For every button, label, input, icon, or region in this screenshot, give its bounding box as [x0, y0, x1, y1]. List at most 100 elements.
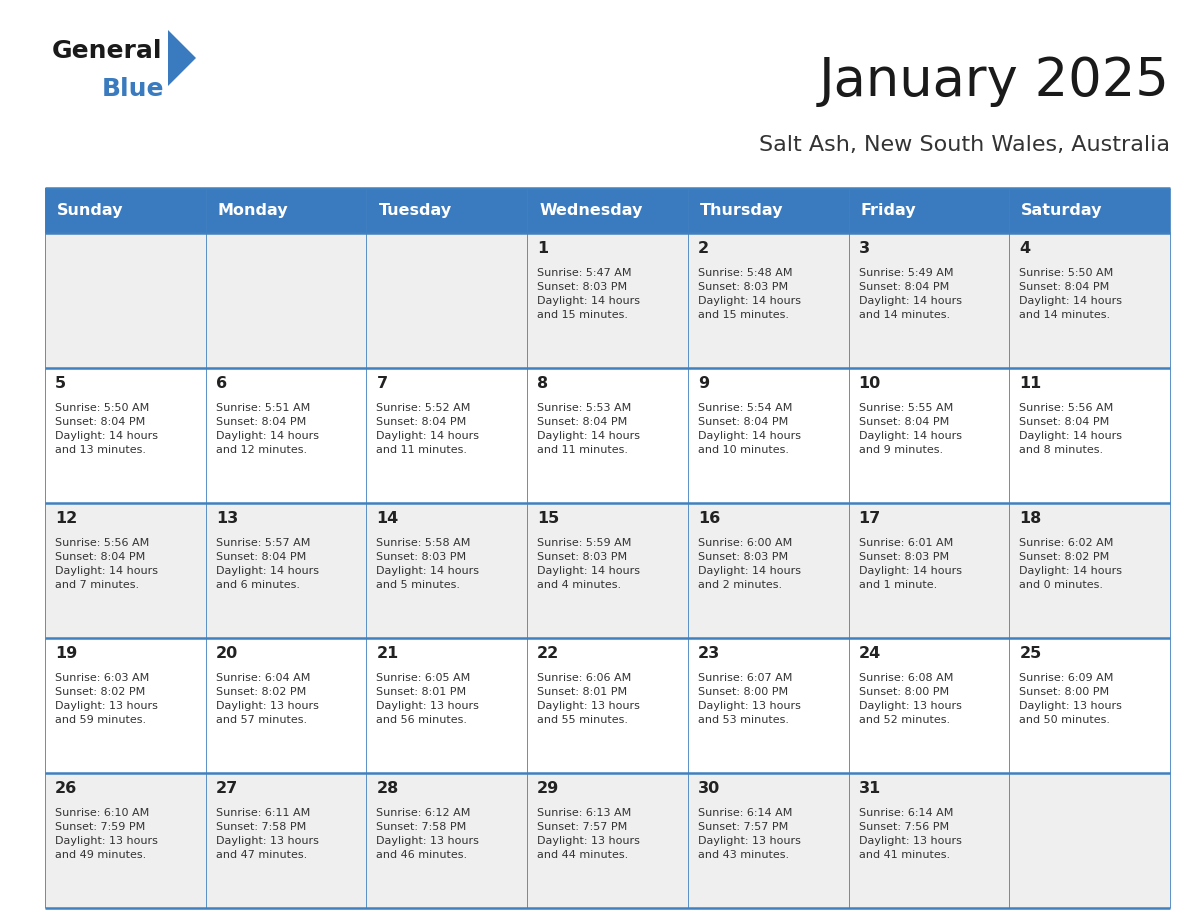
Text: 5: 5 — [55, 376, 67, 391]
Text: Salt Ash, New South Wales, Australia: Salt Ash, New South Wales, Australia — [759, 135, 1170, 155]
Text: 17: 17 — [859, 511, 880, 526]
Text: Sunrise: 6:14 AM
Sunset: 7:57 PM
Daylight: 13 hours
and 43 minutes.: Sunrise: 6:14 AM Sunset: 7:57 PM Dayligh… — [697, 808, 801, 860]
Text: Sunrise: 5:50 AM
Sunset: 8:04 PM
Daylight: 14 hours
and 13 minutes.: Sunrise: 5:50 AM Sunset: 8:04 PM Dayligh… — [55, 403, 158, 455]
Bar — [848, 773, 1010, 908]
Bar — [206, 233, 366, 368]
Bar — [206, 638, 366, 773]
Text: January 2025: January 2025 — [819, 55, 1170, 107]
Text: 20: 20 — [216, 646, 238, 661]
Text: 31: 31 — [859, 781, 880, 796]
Bar — [45, 638, 206, 773]
Bar — [366, 638, 527, 773]
Text: 15: 15 — [537, 511, 560, 526]
Text: Sunrise: 5:49 AM
Sunset: 8:04 PM
Daylight: 14 hours
and 14 minutes.: Sunrise: 5:49 AM Sunset: 8:04 PM Dayligh… — [859, 268, 961, 320]
Text: Sunrise: 6:07 AM
Sunset: 8:00 PM
Daylight: 13 hours
and 53 minutes.: Sunrise: 6:07 AM Sunset: 8:00 PM Dayligh… — [697, 673, 801, 725]
Bar — [848, 188, 1010, 233]
Bar — [527, 638, 688, 773]
Text: Sunrise: 5:47 AM
Sunset: 8:03 PM
Daylight: 14 hours
and 15 minutes.: Sunrise: 5:47 AM Sunset: 8:03 PM Dayligh… — [537, 268, 640, 320]
Text: Sunrise: 5:56 AM
Sunset: 8:04 PM
Daylight: 14 hours
and 8 minutes.: Sunrise: 5:56 AM Sunset: 8:04 PM Dayligh… — [1019, 403, 1123, 455]
Text: 10: 10 — [859, 376, 880, 391]
Text: 28: 28 — [377, 781, 399, 796]
Text: 26: 26 — [55, 781, 77, 796]
Bar — [45, 368, 206, 503]
Bar — [688, 638, 848, 773]
Bar — [688, 503, 848, 638]
Text: Sunrise: 6:14 AM
Sunset: 7:56 PM
Daylight: 13 hours
and 41 minutes.: Sunrise: 6:14 AM Sunset: 7:56 PM Dayligh… — [859, 808, 961, 860]
Bar — [366, 188, 527, 233]
Text: Sunrise: 6:04 AM
Sunset: 8:02 PM
Daylight: 13 hours
and 57 minutes.: Sunrise: 6:04 AM Sunset: 8:02 PM Dayligh… — [216, 673, 318, 725]
Text: 4: 4 — [1019, 241, 1030, 256]
Bar — [848, 638, 1010, 773]
Text: Sunrise: 6:05 AM
Sunset: 8:01 PM
Daylight: 13 hours
and 56 minutes.: Sunrise: 6:05 AM Sunset: 8:01 PM Dayligh… — [377, 673, 479, 725]
Text: Sunrise: 5:55 AM
Sunset: 8:04 PM
Daylight: 14 hours
and 9 minutes.: Sunrise: 5:55 AM Sunset: 8:04 PM Dayligh… — [859, 403, 961, 455]
Bar — [366, 503, 527, 638]
Text: 14: 14 — [377, 511, 399, 526]
Text: Sunrise: 5:56 AM
Sunset: 8:04 PM
Daylight: 14 hours
and 7 minutes.: Sunrise: 5:56 AM Sunset: 8:04 PM Dayligh… — [55, 538, 158, 590]
Text: Sunrise: 6:11 AM
Sunset: 7:58 PM
Daylight: 13 hours
and 47 minutes.: Sunrise: 6:11 AM Sunset: 7:58 PM Dayligh… — [216, 808, 318, 860]
Text: 29: 29 — [537, 781, 560, 796]
Text: 30: 30 — [697, 781, 720, 796]
Text: 23: 23 — [697, 646, 720, 661]
Bar — [688, 773, 848, 908]
Text: 16: 16 — [697, 511, 720, 526]
Text: Sunrise: 6:13 AM
Sunset: 7:57 PM
Daylight: 13 hours
and 44 minutes.: Sunrise: 6:13 AM Sunset: 7:57 PM Dayligh… — [537, 808, 640, 860]
Text: Sunrise: 5:52 AM
Sunset: 8:04 PM
Daylight: 14 hours
and 11 minutes.: Sunrise: 5:52 AM Sunset: 8:04 PM Dayligh… — [377, 403, 480, 455]
Bar — [1010, 188, 1170, 233]
Text: Sunrise: 5:58 AM
Sunset: 8:03 PM
Daylight: 14 hours
and 5 minutes.: Sunrise: 5:58 AM Sunset: 8:03 PM Dayligh… — [377, 538, 480, 590]
Text: Saturday: Saturday — [1022, 203, 1102, 218]
Bar — [688, 368, 848, 503]
Text: 12: 12 — [55, 511, 77, 526]
Text: Sunrise: 5:54 AM
Sunset: 8:04 PM
Daylight: 14 hours
and 10 minutes.: Sunrise: 5:54 AM Sunset: 8:04 PM Dayligh… — [697, 403, 801, 455]
Bar — [527, 368, 688, 503]
Bar — [1010, 368, 1170, 503]
Bar — [1010, 638, 1170, 773]
Bar — [848, 503, 1010, 638]
Text: Sunrise: 5:59 AM
Sunset: 8:03 PM
Daylight: 14 hours
and 4 minutes.: Sunrise: 5:59 AM Sunset: 8:03 PM Dayligh… — [537, 538, 640, 590]
Text: 11: 11 — [1019, 376, 1042, 391]
Text: Sunrise: 5:48 AM
Sunset: 8:03 PM
Daylight: 14 hours
and 15 minutes.: Sunrise: 5:48 AM Sunset: 8:03 PM Dayligh… — [697, 268, 801, 320]
Text: Blue: Blue — [102, 77, 164, 101]
Bar — [527, 233, 688, 368]
Text: 27: 27 — [216, 781, 238, 796]
Bar — [688, 188, 848, 233]
Text: Sunrise: 6:01 AM
Sunset: 8:03 PM
Daylight: 14 hours
and 1 minute.: Sunrise: 6:01 AM Sunset: 8:03 PM Dayligh… — [859, 538, 961, 590]
Text: Sunrise: 6:02 AM
Sunset: 8:02 PM
Daylight: 14 hours
and 0 minutes.: Sunrise: 6:02 AM Sunset: 8:02 PM Dayligh… — [1019, 538, 1123, 590]
Text: Sunrise: 6:10 AM
Sunset: 7:59 PM
Daylight: 13 hours
and 49 minutes.: Sunrise: 6:10 AM Sunset: 7:59 PM Dayligh… — [55, 808, 158, 860]
Text: Wednesday: Wednesday — [539, 203, 643, 218]
Bar — [206, 188, 366, 233]
Bar — [527, 188, 688, 233]
Bar — [45, 503, 206, 638]
Text: Tuesday: Tuesday — [379, 203, 451, 218]
Text: 3: 3 — [859, 241, 870, 256]
Bar — [527, 773, 688, 908]
Bar — [45, 188, 206, 233]
Text: 7: 7 — [377, 376, 387, 391]
Text: 2: 2 — [697, 241, 709, 256]
Text: 24: 24 — [859, 646, 880, 661]
Bar — [366, 233, 527, 368]
Polygon shape — [168, 30, 196, 86]
Text: Sunrise: 6:12 AM
Sunset: 7:58 PM
Daylight: 13 hours
and 46 minutes.: Sunrise: 6:12 AM Sunset: 7:58 PM Dayligh… — [377, 808, 479, 860]
Bar — [45, 233, 206, 368]
Text: 25: 25 — [1019, 646, 1042, 661]
Text: 1: 1 — [537, 241, 549, 256]
Bar — [848, 368, 1010, 503]
Text: General: General — [52, 39, 163, 63]
Bar — [848, 233, 1010, 368]
Bar — [366, 368, 527, 503]
Text: 21: 21 — [377, 646, 399, 661]
Text: 19: 19 — [55, 646, 77, 661]
Bar — [527, 503, 688, 638]
Bar — [206, 773, 366, 908]
Bar — [688, 233, 848, 368]
Text: Sunrise: 5:50 AM
Sunset: 8:04 PM
Daylight: 14 hours
and 14 minutes.: Sunrise: 5:50 AM Sunset: 8:04 PM Dayligh… — [1019, 268, 1123, 320]
Text: 8: 8 — [537, 376, 549, 391]
Bar — [1010, 233, 1170, 368]
Text: 18: 18 — [1019, 511, 1042, 526]
Text: Sunrise: 5:51 AM
Sunset: 8:04 PM
Daylight: 14 hours
and 12 minutes.: Sunrise: 5:51 AM Sunset: 8:04 PM Dayligh… — [216, 403, 318, 455]
Text: Sunrise: 6:08 AM
Sunset: 8:00 PM
Daylight: 13 hours
and 52 minutes.: Sunrise: 6:08 AM Sunset: 8:00 PM Dayligh… — [859, 673, 961, 725]
Text: 9: 9 — [697, 376, 709, 391]
Text: Sunrise: 5:53 AM
Sunset: 8:04 PM
Daylight: 14 hours
and 11 minutes.: Sunrise: 5:53 AM Sunset: 8:04 PM Dayligh… — [537, 403, 640, 455]
Text: Sunrise: 6:03 AM
Sunset: 8:02 PM
Daylight: 13 hours
and 59 minutes.: Sunrise: 6:03 AM Sunset: 8:02 PM Dayligh… — [55, 673, 158, 725]
Bar — [366, 773, 527, 908]
